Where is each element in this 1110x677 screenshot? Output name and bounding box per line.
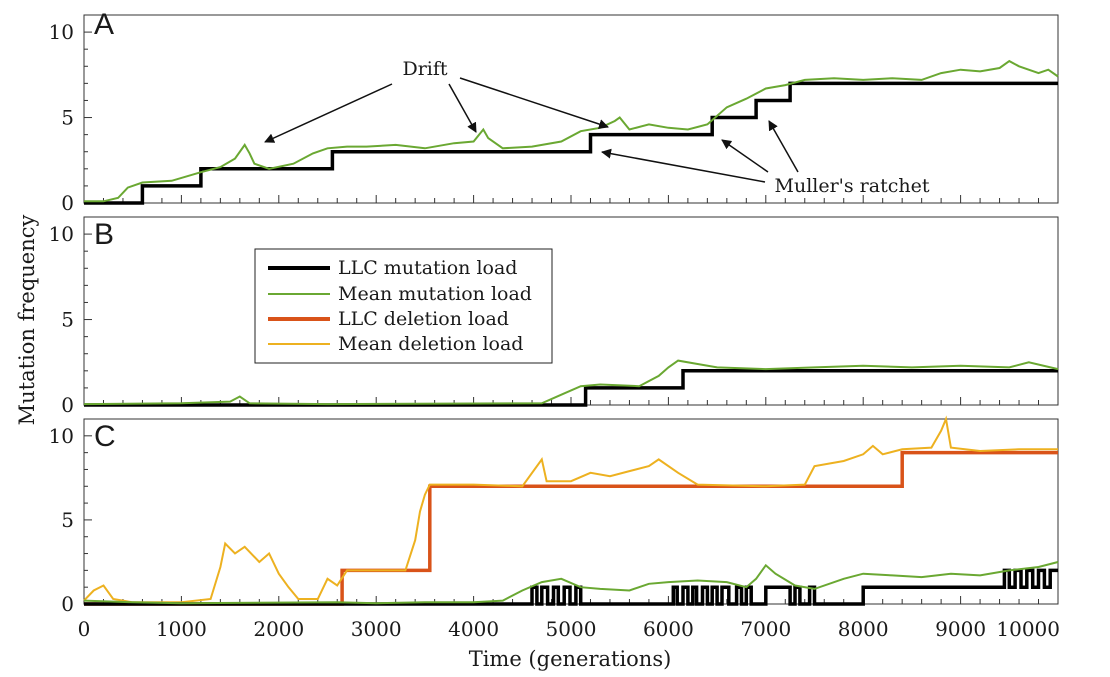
series-llc-mutation-load-b — [84, 369, 1058, 407]
drift-annotation: Drift — [402, 58, 447, 80]
x-tick-label: 1000 — [156, 617, 207, 641]
ratchet-annotation: Muller's ratchet — [775, 175, 930, 197]
y-tick-label-a: 0 — [61, 191, 74, 215]
y-tick-label-a: 5 — [61, 106, 74, 130]
x-tick-label: 5000 — [546, 617, 597, 641]
x-tick-labels: 0 1000 2000 3000 4000 5000 6000 7000 8000 9000 100… — [78, 617, 1060, 641]
legend-label-llc-mutation: LLC mutation load — [338, 257, 517, 279]
x-tick-label: 7000 — [740, 617, 791, 641]
y-tick-label-b: 0 — [61, 393, 74, 417]
y-axis-title: Mutation frequency — [15, 214, 39, 425]
panel-letter-b: B — [94, 218, 114, 251]
ratchet-arrow-1 — [601, 148, 766, 183]
y-tick-label-b: 10 — [49, 222, 74, 246]
x-axis-title: Time (generations) — [469, 647, 672, 671]
legend: LLC mutation load Mean mutation load LLC… — [254, 248, 553, 364]
y-tick-label-c: 0 — [61, 592, 74, 616]
panel-c: 0 5 10 — [49, 415, 1059, 616]
drift-arrow-1 — [264, 83, 393, 143]
series-mean-mutation-load-b — [83, 359, 1059, 406]
series-llc-deletion-load-c — [84, 450, 1058, 606]
y-tick-label-c: 5 — [61, 508, 74, 532]
panel-b: 0 5 10 — [49, 216, 1059, 417]
panel-letter-a: A — [94, 8, 114, 41]
ratchet-arrow-2 — [721, 139, 769, 173]
x-tick-label: 0 — [78, 617, 91, 641]
plot-area-b — [83, 216, 1059, 406]
legend-label-mean-deletion: Mean deletion load — [338, 333, 523, 355]
ratchet-arrow-3 — [768, 120, 799, 173]
y-tick-label-c: 10 — [49, 424, 74, 448]
series-mean-mutation-load-c — [83, 561, 1059, 605]
series-llc-mutation-load-a — [84, 81, 1058, 205]
x-tick-label: 8000 — [838, 617, 889, 641]
panel-letter-c: C — [94, 420, 116, 453]
x-tick-label: 9000 — [935, 617, 986, 641]
x-tick-label: 10000 — [996, 617, 1060, 641]
panel-a: 0 5 10 — [49, 14, 1059, 215]
series-llc-mutation-load-c — [84, 568, 1058, 606]
legend-label-llc-deletion: LLC deletion load — [338, 308, 509, 330]
legend-label-mean-mutation: Mean mutation load — [338, 283, 532, 305]
x-tick-label: 3000 — [351, 617, 402, 641]
series-mean-mutation-load-a — [84, 59, 1059, 203]
drift-arrow-2 — [448, 83, 477, 133]
y-tick-label-a: 10 — [49, 20, 74, 44]
x-tick-label: 2000 — [253, 617, 304, 641]
annotations: Drift Muller's ratchet — [264, 58, 930, 197]
x-tick-label: 6000 — [643, 617, 694, 641]
series-mean-deletion-load-c — [83, 415, 1058, 604]
x-tick-label: 4000 — [448, 617, 499, 641]
y-tick-label-b: 5 — [61, 308, 74, 332]
drift-arrow-3 — [459, 77, 609, 129]
